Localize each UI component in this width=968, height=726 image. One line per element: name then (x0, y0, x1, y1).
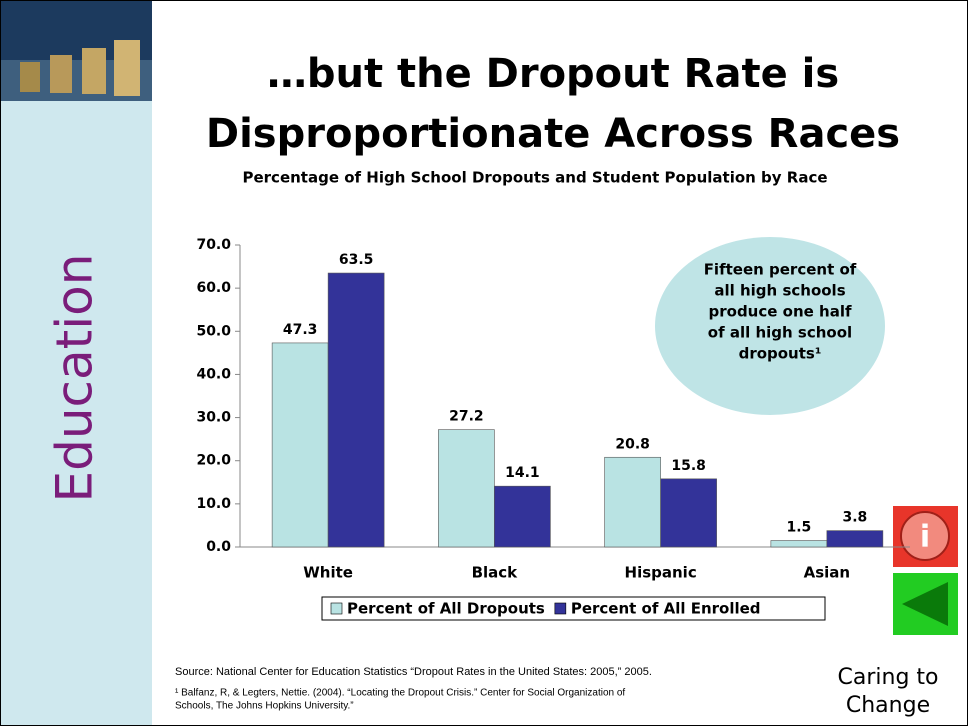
y-tick-label: 50.0 (196, 323, 231, 339)
x-tick-label: Asian (804, 564, 850, 582)
x-tick-label: Hispanic (625, 564, 697, 582)
annotation: produce one half (709, 303, 852, 321)
bar (660, 478, 717, 548)
annotation: dropouts¹ (739, 345, 822, 363)
value-label: 20.8 (615, 436, 650, 452)
y-tick-label: 30.0 (196, 410, 231, 426)
back-button[interactable] (893, 573, 958, 635)
annotation: Fifteen percent of (704, 261, 857, 279)
bar (604, 456, 661, 548)
slide-title: Disproportionate Across Races (206, 111, 900, 157)
slide-title: …but the Dropout Rate is (267, 51, 839, 97)
footnote: ¹ Balfanz, R, & Legters, Nettie. (2004).… (175, 688, 625, 699)
legend-swatch (554, 602, 567, 615)
sidebar (1, 1, 152, 725)
coin-stacks-image (1, 1, 152, 101)
svg-text:i: i (920, 520, 930, 555)
bar (327, 272, 385, 548)
value-label: 3.8 (842, 510, 867, 526)
legend-label: Percent of All Enrolled (571, 600, 761, 618)
value-label: 15.8 (671, 458, 706, 474)
annotation: of all high school (708, 324, 852, 342)
legend-swatch (330, 602, 343, 615)
y-tick-label: 0.0 (206, 539, 231, 555)
x-tick-label: Black (472, 564, 519, 582)
annotation-bubble (655, 237, 885, 415)
value-label: 63.5 (339, 252, 374, 268)
footer: Change (846, 693, 930, 718)
value-label: 47.3 (283, 322, 318, 338)
bar (271, 342, 329, 548)
y-tick-label: 10.0 (196, 496, 231, 512)
footer: Caring to (838, 665, 939, 690)
bar (438, 429, 495, 548)
y-tick-label: 40.0 (196, 366, 231, 382)
bar (494, 485, 551, 548)
annotation: all high schools (714, 282, 845, 300)
y-tick-label: 60.0 (196, 280, 231, 296)
x-tick-label: White (303, 564, 353, 582)
bar (826, 530, 884, 548)
legend-label: Percent of All Dropouts (347, 600, 545, 618)
y-tick-label: 70.0 (196, 237, 231, 253)
value-label: 14.1 (505, 465, 540, 481)
sidebar-label: Education (46, 254, 104, 503)
value-label: 27.2 (449, 409, 484, 425)
source: Source: National Center for Education St… (175, 666, 652, 678)
info-button[interactable]: i (893, 506, 958, 567)
footnote: Schools, The Johns Hopkins University.” (175, 701, 354, 712)
value-label: 1.5 (786, 520, 811, 536)
chart-title: Percentage of High School Dropouts and S… (242, 169, 827, 187)
bar (770, 540, 828, 548)
legend (321, 596, 826, 621)
y-tick-label: 20.0 (196, 453, 231, 469)
